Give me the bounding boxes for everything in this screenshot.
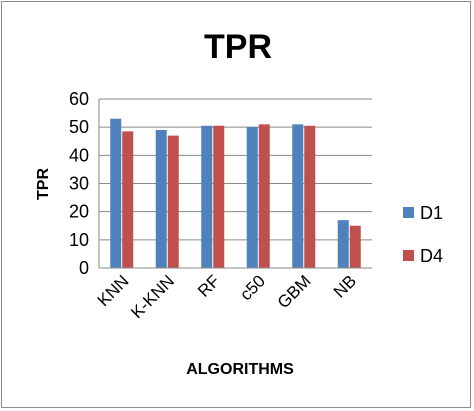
x-category-label: KNN <box>94 271 133 310</box>
legend-swatch-d1 <box>403 207 414 218</box>
x-category-label: RF <box>194 271 223 300</box>
bar-d4-k-knn <box>167 135 179 268</box>
y-tick-labels: 0 10 20 30 40 50 60 <box>69 89 89 278</box>
x-category-label: c50 <box>236 271 269 304</box>
y-tick-label: 50 <box>69 117 89 137</box>
bar-d1-knn <box>110 118 122 268</box>
bar-d4-nb <box>349 225 361 268</box>
x-category-label: NB <box>330 271 360 301</box>
y-tick-label: 60 <box>69 89 89 109</box>
bar-d1-nb <box>337 220 349 268</box>
bar-d4-knn <box>122 131 134 268</box>
bar-d4-c50 <box>258 124 270 268</box>
legend: D1 D4 <box>403 203 443 266</box>
chart-title: TPR <box>204 28 272 66</box>
x-category-label: GBM <box>274 271 315 312</box>
x-axis-label: ALGORITHMS <box>186 361 294 378</box>
axes <box>98 99 372 269</box>
y-tick-label: 30 <box>69 174 89 194</box>
bar-d4-gbm <box>304 125 316 268</box>
gridlines <box>99 98 372 241</box>
legend-label-d4: D4 <box>420 246 443 266</box>
x-category-label: K-KNN <box>127 271 178 322</box>
bar-d4-rf <box>213 125 225 268</box>
legend-swatch-d4 <box>403 250 414 261</box>
bar-d1-k-knn <box>155 129 167 268</box>
bars <box>110 118 361 269</box>
bar-d1-rf <box>201 125 213 268</box>
y-tick-label: 40 <box>69 145 89 165</box>
bar-d1-gbm <box>292 124 304 268</box>
y-tick-label: 0 <box>79 258 89 278</box>
legend-label-d1: D1 <box>420 203 443 223</box>
y-tick-label: 10 <box>69 230 89 250</box>
y-axis-label: TPR <box>35 168 52 200</box>
y-tick-label: 20 <box>69 202 89 222</box>
bar-d1-c50 <box>246 127 258 269</box>
